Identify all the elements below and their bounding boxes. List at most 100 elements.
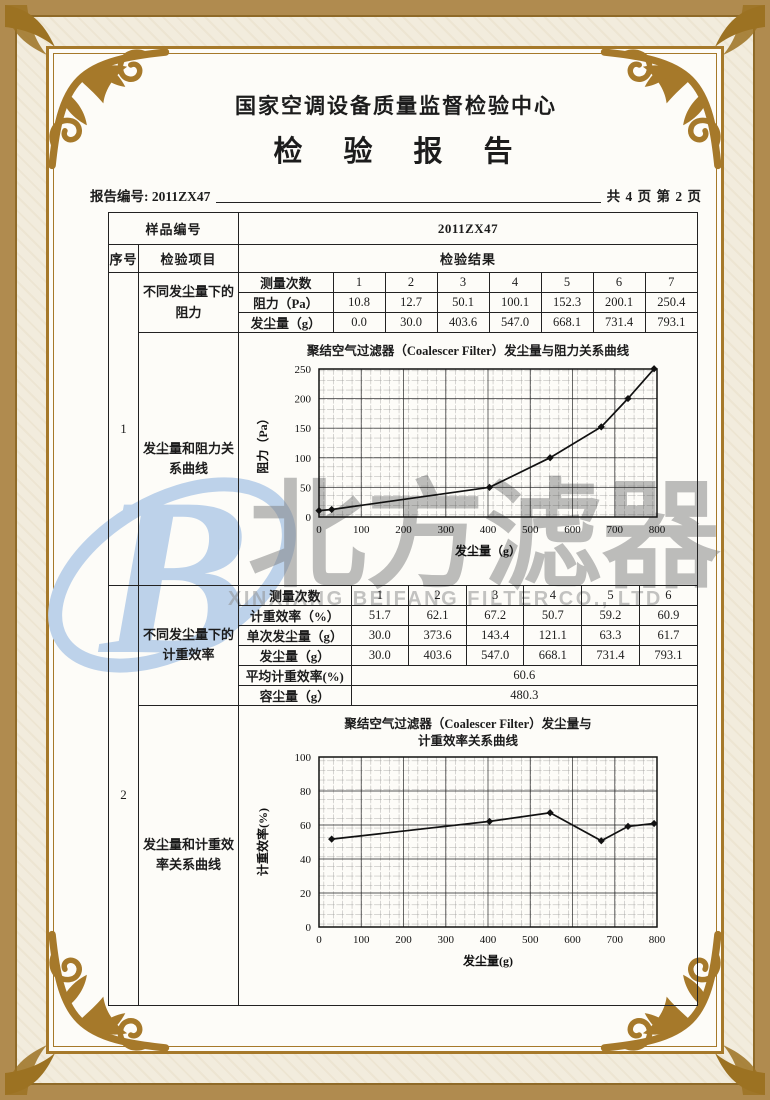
data-cell: 731.4: [581, 644, 640, 666]
svg-text:0: 0: [306, 512, 312, 524]
item-resistance-curve: 发尘量和阻力关系曲线: [137, 332, 240, 586]
svg-text:600: 600: [564, 524, 581, 536]
svg-text:600: 600: [564, 934, 581, 946]
data-row: 测量次数 1 2 3 4 5 6: [239, 585, 698, 606]
row-label: 计重效率（%）: [239, 604, 352, 626]
data-cell: 2: [384, 273, 438, 293]
fill-line: [216, 201, 601, 203]
svg-text:100: 100: [295, 752, 312, 764]
seq-2: 2: [108, 584, 139, 1006]
svg-text:100: 100: [295, 452, 312, 464]
data-cell: 143.4: [465, 624, 525, 646]
svg-text:200: 200: [395, 934, 412, 946]
data-cell: 121.1: [523, 624, 583, 646]
data-cell: 12.7: [384, 292, 438, 313]
data-cell: 5: [581, 585, 640, 606]
data-cell: 4: [523, 585, 583, 606]
summary-row: 容尘量（g） 480.3: [239, 684, 698, 705]
chart-2-plot: 0 100 200 300 400 500 600 700 800 0 20 40 60 80 100 发尘量…: [239, 751, 697, 1005]
col-seq: 序号: [108, 244, 139, 273]
svg-text:阻力（Pa）: 阻力（Pa）: [255, 412, 270, 473]
chart-2-title-line2: 计重效率关系曲线: [418, 734, 519, 748]
section1-chart-row: 发尘量和阻力关系曲线 聚结空气过滤器（Coalescer Filter）发尘量与…: [109, 332, 699, 586]
svg-text:800: 800: [649, 934, 666, 946]
col-result: 检验结果: [238, 244, 699, 273]
report-number: 报告编号: 2011ZX47: [90, 189, 211, 204]
svg-text:50: 50: [300, 482, 312, 494]
summary-row: 平均计重效率(%) 60.6: [239, 664, 698, 686]
data-cell: 51.7: [350, 604, 410, 626]
chart-1: 聚结空气过滤器（Coalescer Filter）发尘量与阻力关系曲线 0 100…: [239, 343, 697, 585]
seq-1: 1: [108, 272, 139, 586]
page-corner-leaf-icon: [5, 1045, 55, 1095]
svg-text:300: 300: [438, 524, 455, 536]
row-label: 发尘量（g）: [239, 312, 334, 332]
data-cell: 547.0: [465, 644, 525, 666]
svg-text:500: 500: [522, 524, 539, 536]
data-cell: 2: [408, 585, 467, 606]
svg-text:700: 700: [607, 524, 624, 536]
data-cell: 668.1: [523, 644, 583, 666]
data-cell: 793.1: [644, 312, 698, 332]
data-cell: 403.6: [408, 644, 467, 666]
section2-chart-row: 发尘量和计重效率关系曲线 聚结空气过滤器（Coalescer Filter）发尘…: [109, 704, 699, 1006]
row-label: 阻力（Pa）: [239, 292, 334, 313]
svg-text:400: 400: [480, 524, 497, 536]
chart-2: 聚结空气过滤器（Coalescer Filter）发尘量与 计重效率关系曲线 0…: [239, 716, 697, 1005]
efficiency-data-table: 测量次数 1 2 3 4 5 6 计重效率（%） 51.7 62.1 67.2 50.7 59.2 60.…: [239, 585, 698, 705]
svg-text:100: 100: [353, 524, 370, 536]
report-title: 检 验 报 告: [273, 136, 519, 168]
svg-text:0: 0: [306, 922, 312, 934]
svg-text:0: 0: [316, 524, 322, 536]
summary-value: 60.6: [350, 664, 698, 686]
org-title: 国家空调设备质量监督检验中心: [235, 95, 557, 118]
data-cell: 63.3: [581, 624, 640, 646]
item-resistance: 不同发尘量下的阻力: [137, 272, 240, 333]
data-cell: 61.7: [638, 624, 698, 646]
svg-text:150: 150: [295, 423, 312, 435]
svg-text:300: 300: [438, 934, 455, 946]
summary-value: 480.3: [350, 684, 698, 705]
row-label: 平均计重效率(%): [239, 664, 352, 686]
data-cell: 373.6: [408, 624, 467, 646]
data-cell: 30.0: [350, 624, 410, 646]
data-cell: 668.1: [540, 312, 594, 332]
svg-text:200: 200: [295, 393, 312, 405]
data-cell: 1: [350, 585, 410, 606]
inspection-table: 样品编号 2011ZX47 序号 检验项目 检验结果 1 不同发尘量下的阻力 测…: [107, 212, 699, 1006]
header-row: 序号 检验项目 检验结果: [108, 244, 699, 273]
data-cell: 6: [638, 585, 698, 606]
data-cell: 7: [644, 273, 698, 293]
data-cell: 10.8: [332, 292, 386, 313]
row-label: 发尘量（g）: [239, 644, 352, 666]
svg-text:发尘量（g）: 发尘量（g）: [454, 543, 521, 558]
data-cell: 547.0: [488, 312, 542, 332]
data-cell: 30.0: [384, 312, 438, 332]
svg-text:800: 800: [649, 524, 666, 536]
col-item: 检验项目: [137, 244, 240, 273]
page-corner-leaf-icon: [5, 5, 55, 55]
data-row: 阻力（Pa） 10.8 12.7 50.1 100.1 152.3 200.1 250.4: [239, 292, 698, 313]
data-cell: 60.9: [638, 604, 698, 626]
report-meta-line: 报告编号: 2011ZX47 共 4 页 第 2 页: [90, 185, 702, 205]
item-efficiency: 不同发尘量下的计重效率: [137, 584, 240, 706]
data-cell: 0.0: [332, 312, 386, 332]
data-cell: 3: [465, 585, 525, 606]
section2-table-row: 2 不同发尘量下的计重效率 测量次数 1 2 3 4 5 6 计重效率（%） 51.7 62.1 6…: [108, 584, 699, 1006]
data-cell: 793.1: [638, 644, 698, 666]
row-label: 测量次数: [239, 273, 334, 293]
data-cell: 731.4: [592, 312, 646, 332]
data-row: 发尘量（g） 0.0 30.0 403.6 547.0 668.1 731.4 793.1: [239, 312, 698, 332]
page-corner-leaf-icon: [715, 5, 765, 55]
data-cell: 4: [488, 273, 542, 293]
data-cell: 67.2: [465, 604, 525, 626]
chart-1-plot: 0 100 200 300 400 500 600 700 800 0 50 100 150 200 250…: [239, 361, 697, 585]
svg-text:20: 20: [300, 888, 312, 900]
data-cell: 59.2: [581, 604, 640, 626]
chart-1-title: 聚结空气过滤器（Coalescer Filter）发尘量与阻力关系曲线: [306, 344, 630, 358]
data-cell: 30.0: [350, 644, 410, 666]
svg-text:计重效率(%): 计重效率(%): [255, 808, 270, 876]
svg-text:发尘量(g): 发尘量(g): [462, 953, 513, 968]
data-cell: 200.1: [592, 292, 646, 313]
